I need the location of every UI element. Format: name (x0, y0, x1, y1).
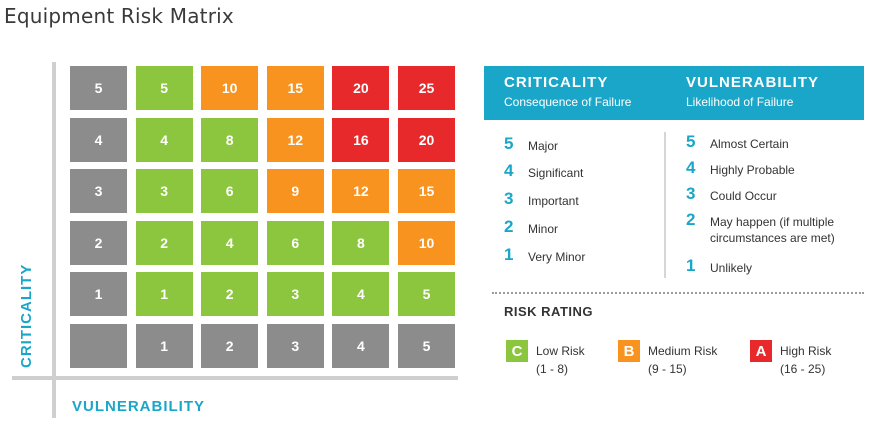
vulnerability-subtitle: Likelihood of Failure (686, 95, 794, 109)
vulnerability-item-number: 5 (686, 132, 696, 151)
criticality-item-label: Major (528, 139, 559, 153)
matrix-cell (70, 324, 127, 368)
criticality-item-number: 2 (504, 217, 514, 236)
matrix-cell: 4 (332, 272, 390, 317)
matrix-cell: 25 (398, 66, 455, 110)
criticality-item-label: Very Minor (528, 250, 586, 264)
matrix-cell: 6 (201, 169, 259, 214)
vulnerability-item-number: 4 (686, 158, 696, 177)
vulnerability-item-label: Highly Probable (710, 163, 795, 177)
matrix-cell: 2 (201, 324, 259, 368)
matrix-cell: 3 (70, 169, 127, 214)
matrix-cell: 5 (70, 66, 127, 110)
matrix-cell: 12 (266, 117, 324, 162)
matrix-cell: 8 (201, 117, 259, 162)
vulnerability-item-label: Unlikely (710, 261, 753, 275)
matrix-cell: 3 (266, 272, 324, 317)
criticality-item-number: 1 (504, 245, 514, 264)
risk-range: (1 - 8) (536, 362, 569, 376)
risk-range: (9 - 15) (648, 362, 687, 376)
dotted-divider (492, 292, 864, 294)
criticality-subtitle: Consequence of Failure (504, 95, 632, 109)
x-axis-label: VULNERABILITY (72, 398, 205, 415)
matrix-cell: 1 (135, 324, 193, 368)
matrix-cell: 15 (266, 66, 324, 110)
criticality-title: CRITICALITY (504, 74, 609, 91)
vulnerability-header: VULNERABILITY Likelihood of Failure (686, 74, 819, 109)
matrix-cell: 12 (332, 169, 390, 214)
risk-label: Low Risk (536, 344, 585, 358)
matrix-cell: 10 (398, 220, 455, 265)
x-axis-line (12, 376, 458, 380)
matrix-cell: 15 (398, 169, 455, 214)
criticality-item-number: 3 (504, 189, 514, 208)
matrix-cell: 5 (398, 324, 455, 368)
matrix-cell: 20 (332, 66, 390, 110)
matrix-cell: 20 (398, 117, 455, 162)
risk-badge: A (750, 340, 772, 362)
matrix-cell: 6 (266, 220, 324, 265)
matrix-cell: 2 (70, 220, 127, 265)
matrix-cell: 1 (70, 272, 127, 317)
matrix-cell: 16 (332, 117, 390, 162)
vulnerability-item-label: May happen (if multiple circumstances ar… (710, 215, 835, 245)
risk-rating-title: RISK RATING (504, 304, 594, 319)
vulnerability-item-number: 1 (686, 256, 696, 275)
y-axis-label: CRITICALITY (18, 263, 35, 368)
criticality-header: CRITICALITY Consequence of Failure (504, 74, 631, 109)
matrix-cell: 9 (266, 169, 324, 214)
criticality-item-label: Significant (528, 166, 584, 180)
matrix-cell: 8 (332, 220, 390, 265)
matrix-cell: 4 (135, 117, 193, 162)
matrix-cell: 5 (398, 272, 455, 317)
matrix-cell: 3 (135, 169, 193, 214)
risk-matrix-grid: 5 5 10 15 20 25 4 4 8 12 16 20 3 3 6 9 12 15 2 2 4 6 8 10 1 1 2 3 4 5… (70, 66, 456, 368)
risk-label: High Risk (780, 344, 832, 358)
legend-header: CRITICALITY Consequence of Failure VULNE… (484, 66, 864, 120)
matrix-cell: 5 (135, 66, 193, 110)
matrix-cell: 4 (201, 220, 259, 265)
criticality-item-number: 4 (504, 161, 514, 180)
y-axis-line (52, 62, 56, 418)
risk-badge: C (506, 340, 528, 362)
matrix-cell: 3 (266, 324, 324, 368)
matrix-cell: 2 (135, 220, 193, 265)
matrix-cell: 4 (70, 117, 127, 162)
matrix-cell: 10 (201, 66, 259, 110)
criticality-item-number: 5 (504, 134, 514, 153)
matrix-cell: 4 (332, 324, 390, 368)
risk-label: Medium Risk (648, 344, 718, 358)
criticality-item-label: Important (528, 194, 579, 208)
criticality-item-label: Minor (528, 222, 559, 236)
matrix-cell: 2 (201, 272, 259, 317)
vulnerability-item-number: 3 (686, 184, 696, 203)
vulnerability-item-label: Almost Certain (710, 137, 789, 151)
matrix-cell: 1 (135, 272, 193, 317)
vulnerability-title: VULNERABILITY (686, 74, 819, 91)
page-title: Equipment Risk Matrix (4, 4, 234, 28)
risk-badge: B (618, 340, 640, 362)
vulnerability-item-number: 2 (686, 210, 696, 229)
legend-divider (664, 132, 666, 278)
risk-range: (16 - 25) (780, 362, 826, 376)
vulnerability-item-label: Could Occur (710, 189, 777, 203)
